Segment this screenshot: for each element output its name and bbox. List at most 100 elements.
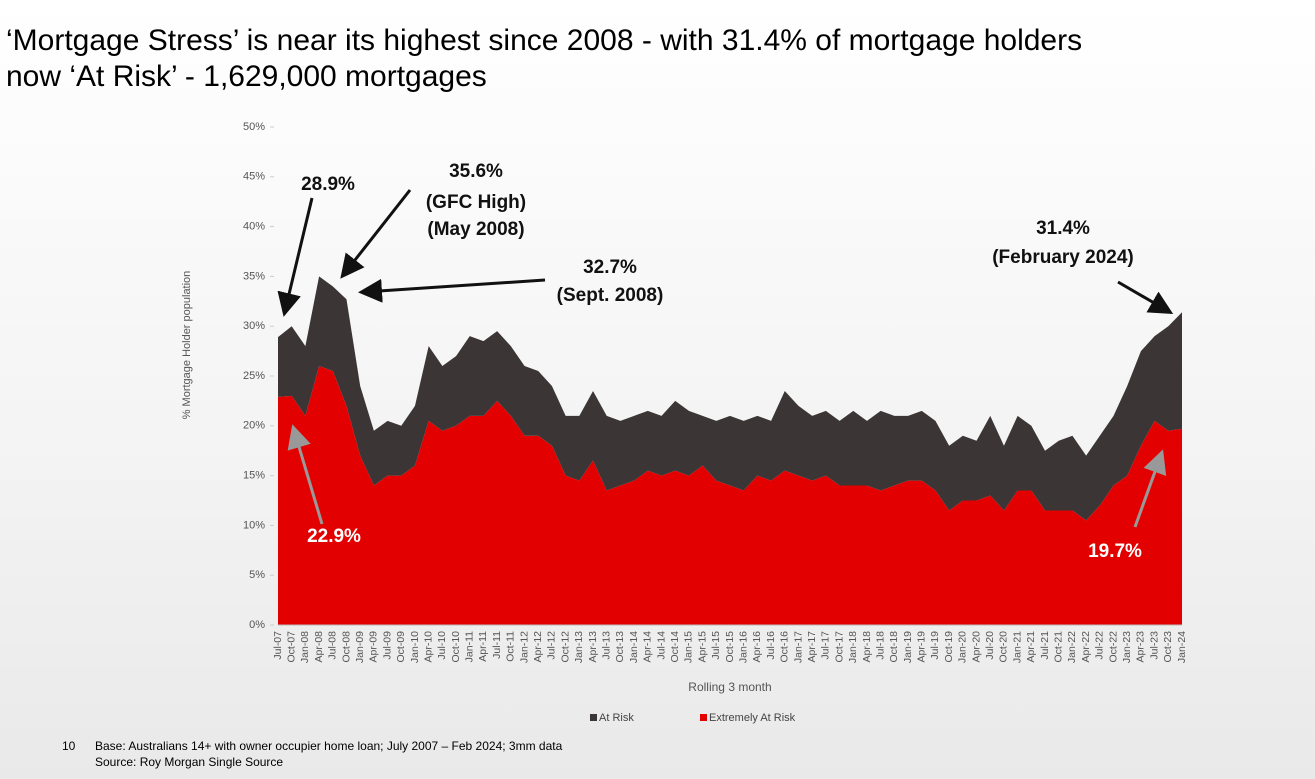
x-tick-label: Apr-09 bbox=[368, 631, 380, 663]
annotation: 22.9% bbox=[307, 526, 361, 547]
x-tick-label: Jan-24 bbox=[1176, 631, 1188, 663]
x-tick-label: Jan-08 bbox=[299, 631, 311, 663]
footnote: Base: Australians 14+ with owner occupie… bbox=[95, 739, 563, 753]
x-tick-label: Oct-14 bbox=[669, 631, 681, 663]
y-tick-label: 30% bbox=[243, 320, 265, 332]
footnote: Source: Roy Morgan Single Source bbox=[95, 755, 283, 769]
x-tick-label: Jan-23 bbox=[1121, 631, 1133, 663]
x-tick-label: Jan-16 bbox=[737, 631, 749, 663]
x-tick-label: Jul-21 bbox=[1039, 631, 1051, 660]
x-tick-label: Oct-22 bbox=[1107, 631, 1119, 663]
x-tick-label: Oct-12 bbox=[559, 631, 571, 663]
x-tick-label: Oct-11 bbox=[505, 631, 517, 662]
x-tick-label: Jul-11 bbox=[491, 631, 503, 659]
y-tick-label: 15% bbox=[243, 470, 265, 482]
y-tick-label: 25% bbox=[243, 370, 265, 382]
x-tick-label: Jul-18 bbox=[874, 631, 886, 660]
x-tick-label: Apr-11 bbox=[477, 631, 489, 662]
x-tick-label: Oct-23 bbox=[1162, 631, 1174, 663]
legend-label: Extremely At Risk bbox=[709, 712, 796, 724]
x-tick-label: Jul-14 bbox=[655, 631, 667, 660]
x-tick-label: Jan-21 bbox=[1011, 631, 1023, 663]
x-tick-label: Jul-15 bbox=[710, 631, 722, 660]
x-tick-label: Oct-21 bbox=[1053, 631, 1065, 663]
annotation: 31.4% bbox=[1036, 218, 1090, 239]
annotation: (February 2024) bbox=[992, 247, 1134, 268]
x-tick-label: Apr-13 bbox=[587, 631, 599, 663]
x-tick-label: Oct-15 bbox=[724, 631, 736, 663]
x-tick-label: Jul-22 bbox=[1094, 631, 1106, 660]
x-tick-label: Jan-18 bbox=[847, 631, 859, 663]
x-tick-label: Jul-16 bbox=[765, 631, 777, 660]
x-tick-label: Oct-08 bbox=[340, 631, 352, 663]
annotation: 19.7% bbox=[1088, 541, 1142, 562]
x-axis-label: Rolling 3 month bbox=[688, 680, 771, 694]
x-tick-label: Apr-22 bbox=[1080, 631, 1092, 663]
y-tick-label: 20% bbox=[243, 420, 265, 432]
x-tick-label: Jan-20 bbox=[957, 631, 969, 663]
annotation: (GFC High) bbox=[426, 192, 526, 213]
x-tick-label: Oct-16 bbox=[779, 631, 791, 663]
x-tick-label: Jan-10 bbox=[409, 631, 421, 663]
x-tick-label: Oct-18 bbox=[888, 631, 900, 663]
x-tick-label: Jul-19 bbox=[929, 631, 941, 660]
x-tick-label: Jul-09 bbox=[381, 631, 393, 660]
legend: At Risk Extremely At Risk bbox=[590, 712, 796, 724]
x-tick-label: Jul-08 bbox=[327, 631, 339, 660]
x-tick-label: Oct-13 bbox=[614, 631, 626, 663]
x-tick-label: Jan-12 bbox=[518, 631, 530, 663]
x-tick-label: Jan-19 bbox=[902, 631, 914, 663]
x-tick-label: Oct-07 bbox=[285, 631, 297, 663]
annotation: 35.6% bbox=[449, 161, 503, 182]
x-tick-label: Apr-15 bbox=[696, 631, 708, 663]
x-tick-label: Apr-17 bbox=[806, 631, 818, 663]
x-tick-label: Jan-17 bbox=[792, 631, 804, 663]
annotation: (Sept. 2008) bbox=[557, 285, 664, 306]
x-tick-label: Jan-22 bbox=[1066, 631, 1078, 663]
page-number: 10 bbox=[62, 739, 76, 753]
x-tick-label: Jan-13 bbox=[573, 631, 585, 663]
x-tick-label: Apr-21 bbox=[1025, 631, 1037, 663]
x-tick-label: Apr-23 bbox=[1135, 631, 1147, 663]
x-tick-label: Apr-14 bbox=[642, 631, 654, 663]
x-tick-label: Oct-19 bbox=[943, 631, 955, 663]
x-tick-label: Oct-09 bbox=[395, 631, 407, 663]
plot: 0%5%10%15%20%25%30%35%40%45%50%Jul-07 Oct… bbox=[243, 121, 1188, 663]
x-tick-label: Apr-08 bbox=[313, 631, 325, 663]
title: ‘Mortgage Stress’ is near its highest si… bbox=[6, 24, 1082, 57]
area bbox=[278, 276, 1182, 521]
x-tick-label: Jan-14 bbox=[628, 631, 640, 663]
x-tick-label: Jan-15 bbox=[683, 631, 695, 663]
legend-label: At Risk bbox=[599, 712, 634, 724]
x-tick-label: Oct-17 bbox=[833, 631, 845, 663]
annotations: 28.9% 35.6% (GFC High) (May 2008) 32.7% … bbox=[277, 161, 1174, 562]
y-tick-label: 50% bbox=[243, 121, 265, 133]
y-tick-label: 45% bbox=[243, 171, 265, 183]
x-tick-label: Oct-20 bbox=[998, 631, 1010, 663]
y-tick-label: 10% bbox=[243, 519, 265, 531]
x-tick-label: Jul-17 bbox=[820, 631, 832, 660]
x-tick-label: Jul-23 bbox=[1148, 631, 1160, 660]
annotation: (May 2008) bbox=[427, 219, 524, 240]
x-tick-label: Jan-11 bbox=[464, 631, 476, 662]
legend-swatch bbox=[590, 714, 597, 721]
y-tick-label: 40% bbox=[243, 221, 265, 233]
area bbox=[278, 366, 1182, 625]
x-tick-label: Apr-18 bbox=[861, 631, 873, 663]
x-tick-label: Oct-10 bbox=[450, 631, 462, 663]
x-tick-label: Jul-13 bbox=[601, 631, 613, 660]
annotation: 32.7% bbox=[583, 257, 637, 278]
x-tick-label: Jul-12 bbox=[546, 631, 558, 660]
x-tick-label: Jul-07 bbox=[272, 631, 284, 660]
y-tick-label: 35% bbox=[243, 270, 265, 282]
y-tick-label: 0% bbox=[249, 619, 265, 631]
annotation: 28.9% bbox=[301, 174, 355, 195]
x-tick-label: Apr-20 bbox=[970, 631, 982, 663]
title: now ‘At Risk’ - 1,629,000 mortgages bbox=[6, 60, 487, 93]
y-axis-label: % Mortgage Holder population bbox=[181, 271, 193, 420]
legend-swatch bbox=[700, 714, 707, 721]
x-tick-label: Jul-20 bbox=[984, 631, 996, 660]
y-tick-label: 5% bbox=[249, 569, 265, 581]
x-tick-label: Jul-10 bbox=[436, 631, 448, 660]
